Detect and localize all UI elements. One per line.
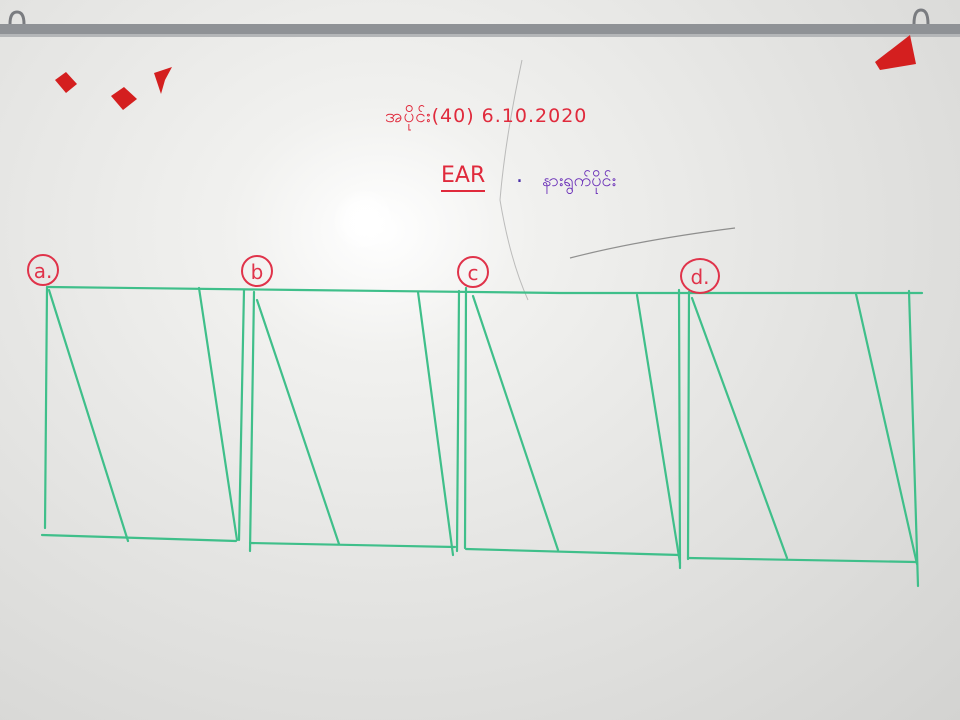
panel-c-diagonal bbox=[471, 294, 560, 552]
panel-b-right-slant bbox=[416, 290, 455, 557]
hook-icon bbox=[8, 10, 26, 25]
red-tape-piece bbox=[154, 67, 172, 94]
hook-icon bbox=[912, 8, 930, 25]
board-top-rail bbox=[0, 24, 960, 34]
panel-label-b: b bbox=[241, 255, 273, 287]
panel-a-left-edge bbox=[43, 285, 49, 530]
panel-c-left-edge bbox=[463, 286, 468, 550]
red-tape-piece bbox=[875, 35, 916, 70]
panel-d-left-edge bbox=[686, 290, 691, 561]
panel-c-right-slant bbox=[635, 293, 682, 565]
panel-b-left-edge bbox=[248, 290, 256, 553]
panel-d-diagonal bbox=[690, 296, 789, 560]
red-tape-piece bbox=[55, 72, 77, 93]
bottom-baseline bbox=[686, 556, 918, 564]
panel-d-right-slant bbox=[854, 292, 919, 566]
subject-note: နားရွက်ပိုင်း bbox=[542, 170, 617, 191]
bottom-baseline bbox=[464, 547, 682, 557]
bottom-baseline bbox=[248, 541, 457, 549]
panel-label-c: c bbox=[457, 256, 489, 288]
subject-separator: . bbox=[516, 163, 523, 188]
bottom-baseline bbox=[40, 533, 238, 543]
panel-b-diagonal bbox=[255, 298, 341, 546]
panel-a-diagonal bbox=[47, 288, 130, 543]
panel-a-right-edge bbox=[237, 288, 246, 542]
panel-label-a: a. bbox=[27, 254, 59, 286]
panel-label-d: d. bbox=[680, 258, 720, 294]
panel-a-right-slant bbox=[197, 286, 239, 542]
panel-b-right-edge bbox=[455, 289, 461, 553]
session-header: အပိုင်း(40) 6.10.2020 bbox=[385, 105, 588, 127]
red-tape-piece bbox=[111, 87, 137, 110]
subject-title: EAR bbox=[441, 163, 486, 192]
top-baseline bbox=[46, 285, 924, 295]
flash-glare bbox=[332, 188, 396, 252]
panel-d-right-edge bbox=[907, 289, 920, 588]
panel-c-right-edge bbox=[677, 288, 682, 570]
